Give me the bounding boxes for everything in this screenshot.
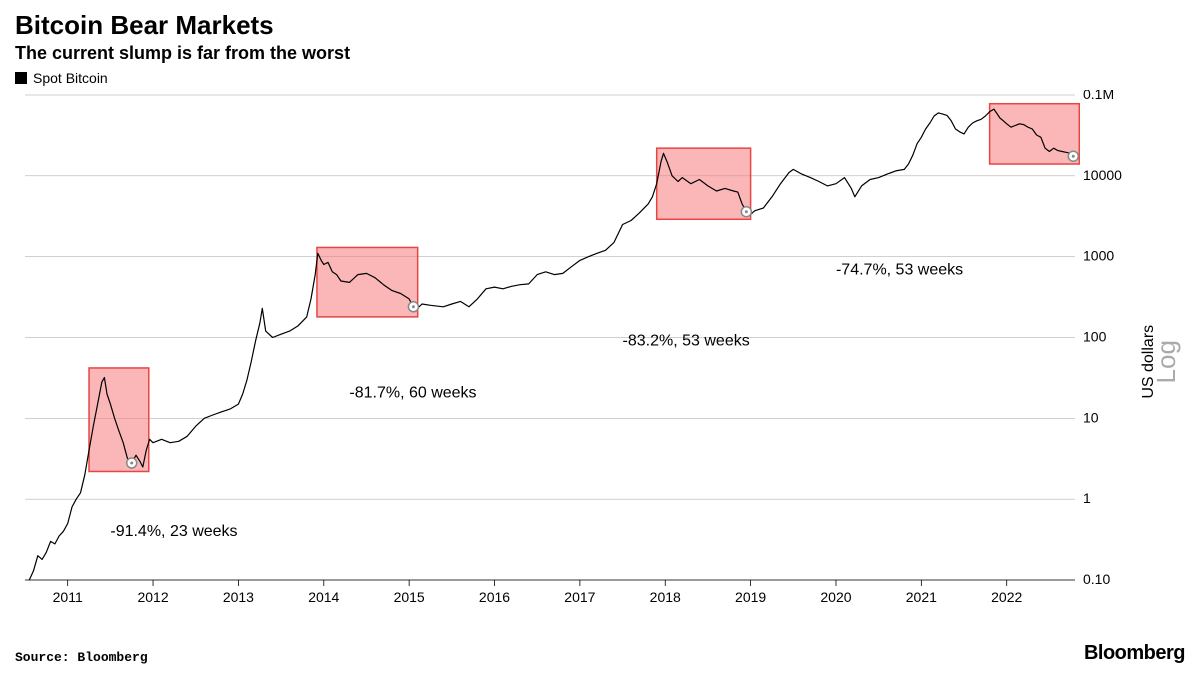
svg-text:0.1M: 0.1M xyxy=(1083,90,1114,102)
chart-plot-area: 0.10 1 10 100 1000 10000 0.1M -91.4%, 23 weeks -… xyxy=(15,90,1185,638)
bear-annotation: -81.7%, 60 weeks xyxy=(349,385,476,402)
price-line xyxy=(29,109,1075,580)
svg-text:1000: 1000 xyxy=(1083,248,1114,264)
bear-annotation: -74.7%, 53 weeks xyxy=(836,262,963,279)
brand-text: Bloomberg xyxy=(1084,642,1185,665)
svg-text:2017: 2017 xyxy=(564,589,595,605)
chart-footer: Source: Bloomberg Bloomberg xyxy=(15,638,1185,665)
svg-text:2018: 2018 xyxy=(650,589,681,605)
bear-market-box xyxy=(89,368,149,472)
svg-text:2013: 2013 xyxy=(223,589,254,605)
svg-text:10: 10 xyxy=(1083,409,1099,425)
svg-text:10000: 10000 xyxy=(1083,167,1122,183)
legend-label: Spot Bitcoin xyxy=(33,70,108,86)
bear-annotation: -83.2%, 53 weeks xyxy=(623,332,750,349)
svg-text:2011: 2011 xyxy=(53,589,83,605)
svg-text:2016: 2016 xyxy=(479,589,510,605)
chart-title: Bitcoin Bear Markets xyxy=(15,10,1185,41)
svg-text:1: 1 xyxy=(1083,490,1091,506)
y-axis-log-label: Log xyxy=(1151,340,1181,383)
svg-text:2014: 2014 xyxy=(308,589,339,605)
svg-text:0.10: 0.10 xyxy=(1083,571,1110,587)
svg-text:2021: 2021 xyxy=(906,589,937,605)
svg-text:2019: 2019 xyxy=(735,589,766,605)
svg-text:2020: 2020 xyxy=(820,589,851,605)
svg-text:2015: 2015 xyxy=(394,589,425,605)
svg-text:2012: 2012 xyxy=(137,589,168,605)
legend: Spot Bitcoin xyxy=(15,70,1185,86)
svg-text:100: 100 xyxy=(1083,329,1107,345)
source-text: Source: Bloomberg xyxy=(15,650,148,665)
bear-market-box xyxy=(657,148,751,219)
legend-swatch xyxy=(15,72,27,84)
chart-subtitle: The current slump is far from the worst xyxy=(15,43,1185,64)
bear-annotation: -91.4%, 23 weeks xyxy=(110,523,237,540)
svg-text:2022: 2022 xyxy=(991,589,1022,605)
chart-container: Bitcoin Bear Markets The current slump i… xyxy=(0,0,1200,675)
bear-market-box xyxy=(990,104,1080,164)
chart-svg: 0.10 1 10 100 1000 10000 0.1M -91.4%, 23 weeks -… xyxy=(15,90,1185,610)
bear-market-box xyxy=(317,247,418,316)
